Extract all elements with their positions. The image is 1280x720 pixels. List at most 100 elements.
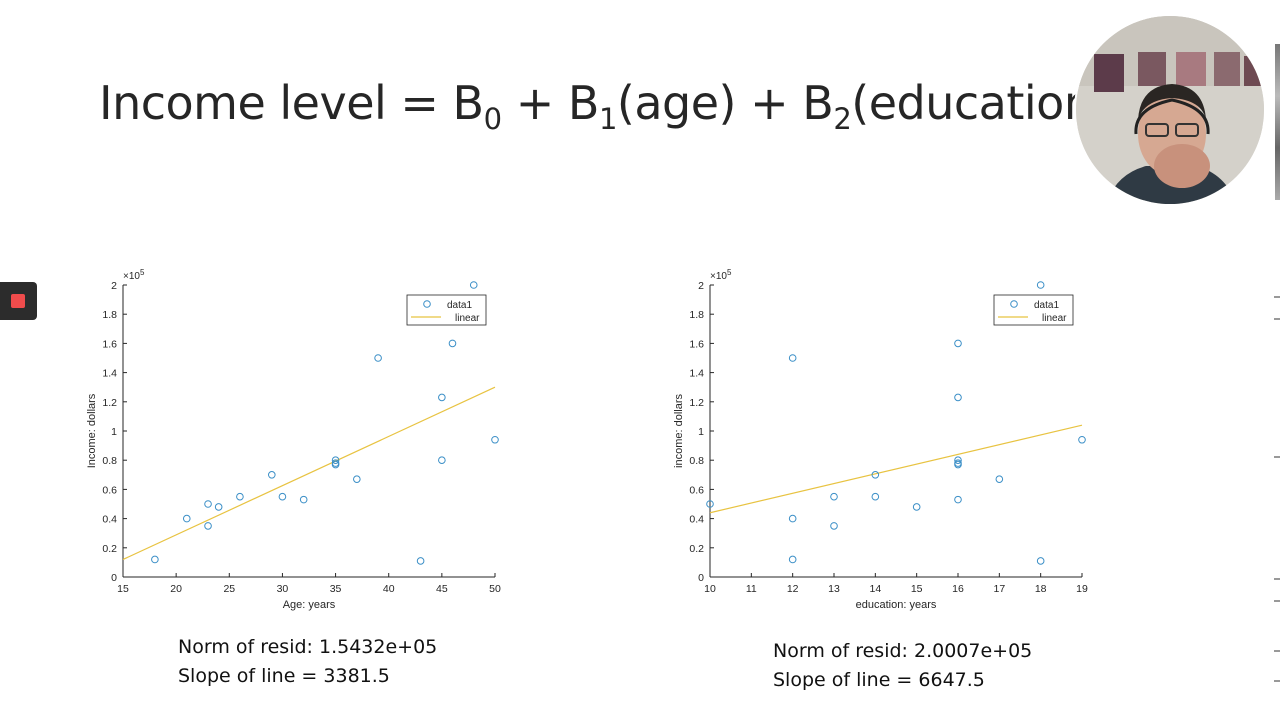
age-x-tick-label: 15 [117, 583, 129, 595]
headset [1134, 98, 1210, 135]
edu-legend-marker [1010, 300, 1018, 308]
age-x-tick-label: 40 [383, 583, 395, 595]
edu-data-point [912, 503, 921, 511]
edu-data-point [1036, 557, 1045, 565]
edu-data-point [954, 339, 962, 348]
title-subscript-1: 1 [598, 102, 617, 137]
age-scatter-plot: 15 20 25 30 35 40 45 50 0 0.2 0.4 0.6 0.8 1 1.2 1.4 1.6 1… [80, 262, 510, 622]
edu-x-tick-label: 10 [704, 583, 716, 595]
edu-y-tick-label: 0.4 [689, 514, 704, 526]
edu-data-point [788, 514, 797, 523]
age-y-tick-label: 1.4 [102, 368, 117, 380]
edu-x-tick-label: 12 [787, 583, 799, 595]
age-y-tick-label: 2 [111, 280, 117, 292]
edu-y-label: income: dollars [673, 394, 685, 468]
edu-x-tick-label: 19 [1076, 583, 1088, 595]
edge-mark [1274, 318, 1280, 320]
age-data-point [182, 514, 191, 523]
edu-data-point [871, 492, 880, 501]
edu-y-tick-label: 2 [698, 280, 704, 292]
edu-data-point [1078, 435, 1086, 444]
age-y-tick-label: 0.6 [102, 484, 117, 496]
webcam-overlay[interactable] [1076, 16, 1264, 204]
education-slope: Slope of line = 6647.5 [773, 669, 985, 691]
age-x-tick-label: 25 [223, 583, 235, 595]
stop-recording-button[interactable] [0, 282, 37, 320]
edu-legend [993, 294, 1074, 326]
age-y-tick-label: 0.4 [102, 514, 117, 526]
age-data-point [374, 354, 382, 362]
edu-y-tick-label: 1.2 [689, 397, 704, 409]
age-plot-svg: 15 20 25 30 35 40 45 50 0 0.2 0.4 0.6 0.8 1 1.2 1.4 1.6 1… [86, 268, 501, 611]
title-plus-b1: + B [501, 76, 600, 130]
age-legend-marker [423, 300, 431, 308]
edu-y-tick-label: 1 [698, 426, 704, 438]
edu-y-tick-label: 0.6 [689, 484, 704, 496]
education-norm-resid: Norm of resid: 2.0007e+05 [773, 640, 1033, 662]
age-x-tick-label: 20 [170, 583, 182, 595]
presenter-hand [1154, 144, 1210, 188]
edu-data-point [830, 522, 838, 530]
edu-data-point [954, 460, 962, 469]
age-x-tick-label: 30 [277, 583, 289, 595]
edu-x-tick-label: 17 [993, 583, 1005, 595]
age-data-point [438, 456, 446, 464]
age-y-tick-label: 0 [111, 572, 117, 584]
education-scatter-plot: 10 11 12 13 14 15 16 17 18 19 0 0.2 0.4 0.6 0.8 1 1.2 1.4… [667, 262, 1097, 622]
title-subscript-2: 2 [833, 102, 852, 137]
edu-data-point [995, 475, 1004, 483]
edu-data-point [830, 492, 838, 501]
age-x-tick-label: 35 [330, 583, 342, 595]
age-y-exponent: ×105 [123, 268, 145, 282]
education-plot-svg: 10 11 12 13 14 15 16 17 18 19 0 0.2 0.4 0.6 0.8 1 1.2 1.4… [673, 268, 1088, 611]
age-data-point [416, 557, 425, 565]
wall-photo [1176, 52, 1206, 86]
age-data-point [469, 281, 478, 289]
edu-data-point [788, 555, 797, 564]
edu-y-tick-label: 0.2 [689, 543, 704, 555]
edu-y-tick-label: 1.8 [689, 309, 704, 321]
title-education-term: (education [851, 76, 1093, 130]
age-y-tick-label: 1.8 [102, 309, 117, 321]
edu-linear-fit-line [709, 424, 1083, 514]
title-text: Income level = B [99, 76, 484, 130]
age-data-point [448, 339, 457, 348]
edu-y-exponent: ×105 [710, 268, 732, 282]
edu-data-point [954, 495, 962, 504]
presenter-hair [1138, 84, 1206, 120]
edge-mark [1274, 296, 1280, 298]
slide-title: Income level = B0 + B1(age) + B2(educati… [99, 76, 1093, 137]
wall-photo [1094, 54, 1124, 92]
edu-data-point [871, 471, 880, 479]
age-y-tick-label: 1.2 [102, 397, 117, 409]
edu-x-tick-label: 18 [1035, 583, 1047, 595]
next-slide-image-edge [1275, 44, 1280, 200]
title-subscript-0: 0 [483, 102, 502, 137]
edu-y-tick-label: 0 [698, 572, 704, 584]
stop-square-icon [11, 294, 25, 308]
edu-legend-label-data1: data1 [1034, 300, 1059, 311]
edu-x-tick-label: 16 [952, 583, 964, 595]
edu-data-point [788, 354, 797, 362]
age-linear-fit-line [122, 386, 496, 561]
edge-mark [1274, 456, 1280, 458]
age-data-point [299, 495, 308, 504]
edu-data-point [954, 393, 962, 402]
age-slope: Slope of line = 3381.5 [178, 665, 390, 687]
edge-mark [1274, 578, 1280, 580]
age-fit-stats: Norm of resid: 1.5432e+05 Slope of line … [178, 633, 437, 691]
age-data-point [204, 522, 212, 530]
edu-y-tick-label: 1.6 [689, 338, 704, 350]
title-age-term: (age) + B [616, 76, 834, 130]
edu-data-point [706, 500, 714, 508]
edge-mark [1274, 600, 1280, 602]
edge-mark [1274, 680, 1280, 682]
presenter-video [1076, 16, 1264, 204]
age-data-point [438, 393, 446, 402]
age-data-point [214, 503, 223, 511]
age-x-label: Age: years [283, 599, 336, 611]
age-x-tick-label: 50 [489, 583, 501, 595]
age-data-point [268, 471, 276, 479]
age-data-point [278, 492, 287, 501]
age-y-tick-label: 1.6 [102, 338, 117, 350]
